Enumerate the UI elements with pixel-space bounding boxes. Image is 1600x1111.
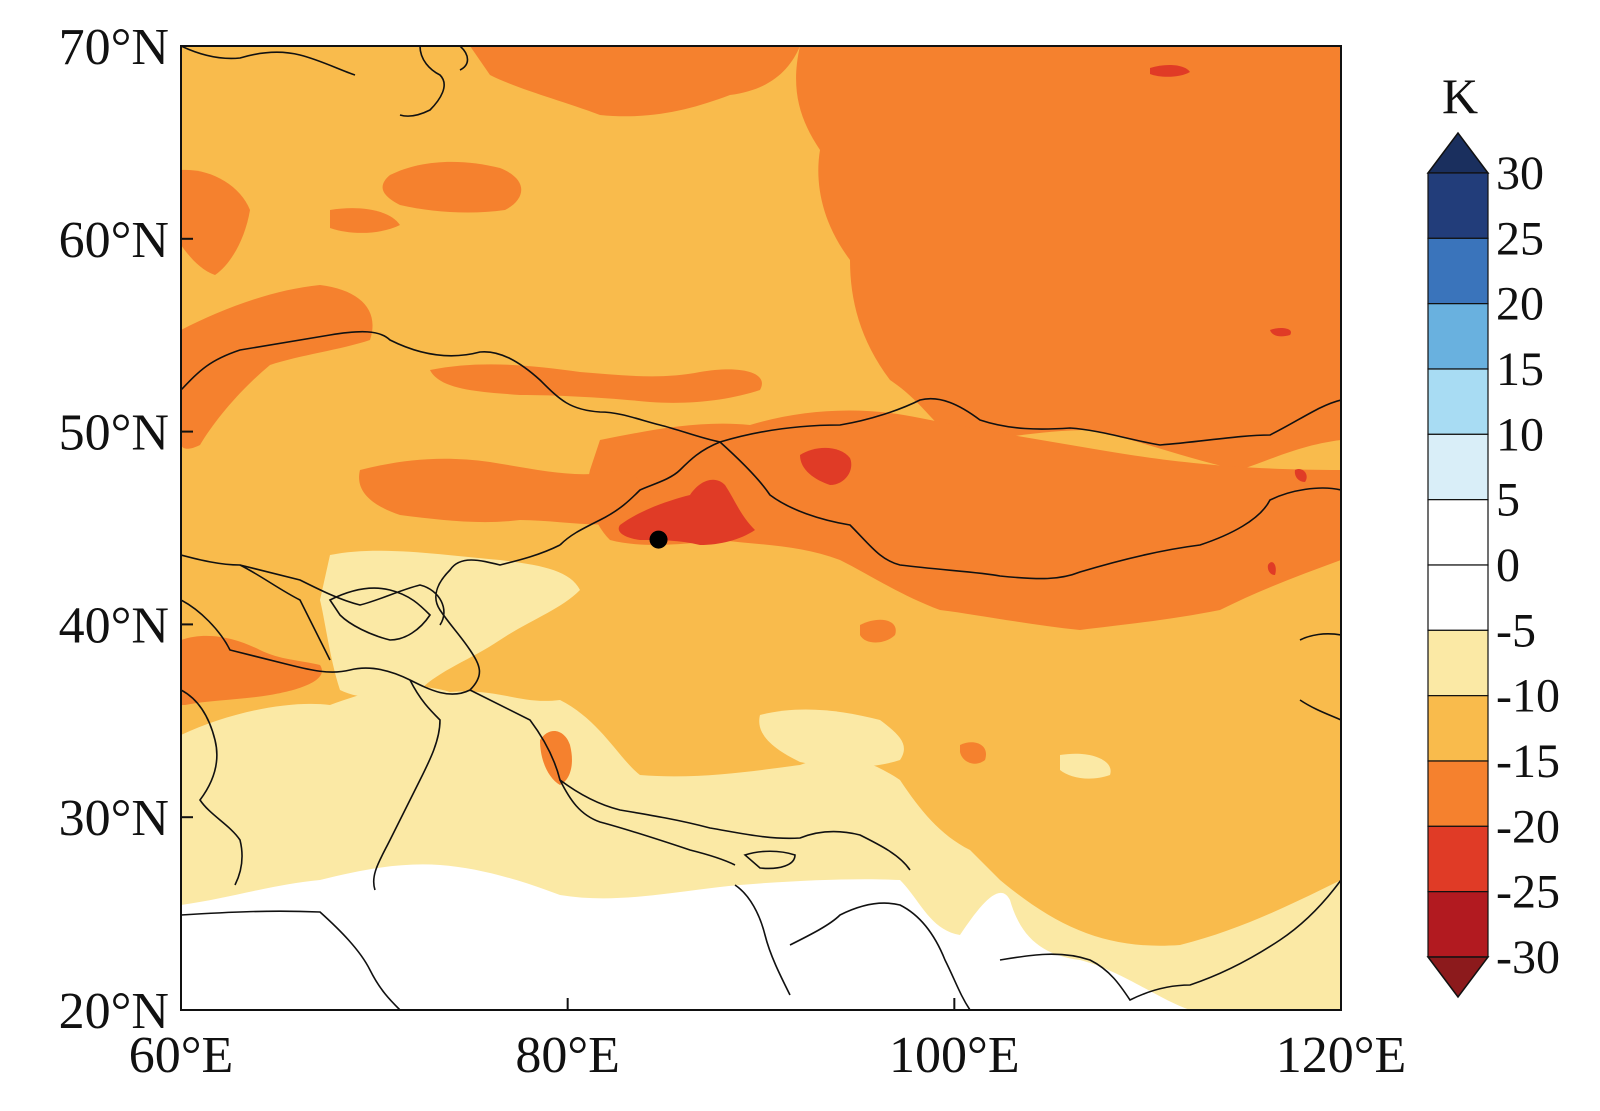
colorbar-box <box>1427 368 1489 435</box>
fill-level-minus10-patch2 <box>1060 753 1111 779</box>
border-kyrgyz-taj <box>328 587 432 641</box>
border-mongolia-north <box>719 397 1341 446</box>
fill-level-minus25-east2 <box>1294 469 1307 482</box>
y-tick-label: 50°N <box>59 405 169 462</box>
colorbar-tick-label: 5 <box>1496 474 1520 527</box>
y-tick-label: 40°N <box>59 597 169 654</box>
border-china-central-asia <box>435 544 561 691</box>
colorbar: K 30 25 20 15 10 5 0 -5 -10 -15 -20 -25 -30 <box>1426 68 1560 999</box>
station-marker <box>649 530 668 549</box>
fill-level-minus25-tianshan <box>618 479 755 545</box>
fill-level-minus20-tibet-south <box>540 730 572 785</box>
colorbar-boxes <box>1426 131 1490 999</box>
colorbar-box <box>1427 433 1489 501</box>
fill-level-minus25-east <box>1270 327 1291 337</box>
colorbar-box <box>1427 825 1489 893</box>
fill-level-minus20-northeast <box>796 46 1341 470</box>
colorbar-box <box>1427 695 1489 762</box>
coast-korea <box>1299 633 1341 721</box>
colorbar-tick-label: 30 <box>1496 147 1544 200</box>
colorbar-tick-label: -30 <box>1496 931 1560 984</box>
border-iran-afg <box>181 599 471 695</box>
colorbar-extension-bottom <box>1426 956 1490 999</box>
border-mongolia-south <box>719 441 1341 580</box>
x-axis: 60°E 80°E 100°E 120°E <box>129 998 1407 1084</box>
border-uzbek <box>239 564 331 661</box>
colorbar-box <box>1427 891 1489 958</box>
colorbar-tick-label: 25 <box>1496 212 1544 265</box>
border-bangladesh-myanmar <box>734 884 971 1010</box>
fill-level-minus25-east3 <box>1267 562 1276 575</box>
y-tick-label: 70°N <box>59 19 169 76</box>
border-india-china <box>469 689 911 871</box>
fill-level-minus20-west-mid <box>181 285 373 449</box>
y-tick-label: 20°N <box>59 983 169 1040</box>
colorbar-tick-label: -5 <box>1496 604 1536 657</box>
y-axis: 20°N 30°N 40°N 50°N 60°N 70°N <box>59 19 193 1040</box>
fill-level-minus20-mongolia <box>588 410 1341 630</box>
border-nepal <box>559 779 736 866</box>
colorbar-box <box>1427 629 1489 697</box>
fill-level-minus20-kazakh <box>359 458 651 525</box>
colorbar-tick-label: -10 <box>1496 670 1560 723</box>
x-tick-label: 80°E <box>515 1027 620 1084</box>
fill-level-minus20-midlat-band <box>430 364 762 403</box>
colorbar-box <box>1427 303 1489 370</box>
fill-level-minus20-siberia-blob2 <box>330 208 400 233</box>
border-bhutan <box>743 850 796 870</box>
plot-frame <box>180 45 1342 1011</box>
colorbar-tick-label: 0 <box>1496 539 1520 592</box>
colorbar-extension-top <box>1426 131 1490 174</box>
colorbar-tick-label: 10 <box>1496 408 1544 461</box>
x-tick-label: 120°E <box>1276 1027 1407 1084</box>
fill-level-minus20-siberia-blob <box>382 161 522 213</box>
coast-india-west <box>181 910 401 1010</box>
colorbar-box <box>1427 760 1489 827</box>
coast-arctic <box>181 46 469 117</box>
colorbar-tick-labels: 30 25 20 15 10 5 0 -5 -10 -15 -20 -25 -30 <box>1496 147 1560 984</box>
border-russia-kazakhstan <box>181 330 721 443</box>
fill-level-minus5 <box>181 864 1190 1010</box>
border-china-southeast <box>999 879 1341 1002</box>
y-tick-label: 60°N <box>59 212 169 269</box>
fill-level-minus20-patch <box>860 619 896 643</box>
fill-level-minus25-north <box>1150 64 1190 77</box>
colorbar-box <box>1427 172 1489 239</box>
border-central-asia-south <box>181 554 445 626</box>
colorbar-box <box>1427 564 1489 631</box>
x-tick-label: 100°E <box>889 1027 1020 1084</box>
fill-level-minus25-mongolia <box>800 447 852 485</box>
y-tick-label: 30°N <box>59 790 169 847</box>
colorbar-tick-label: -25 <box>1496 866 1560 919</box>
fill-level-minus20-iran <box>181 635 322 705</box>
colorbar-tick-label: -15 <box>1496 735 1560 788</box>
border-pak <box>181 689 243 886</box>
colorbar-tick-label: 15 <box>1496 343 1544 396</box>
colorbar-tick-label: -20 <box>1496 800 1560 853</box>
colorbar-box <box>1427 499 1489 566</box>
colorbar-box <box>1427 237 1489 305</box>
country-borders <box>181 46 1341 1010</box>
fill-level-minus20-patch-east <box>960 742 986 764</box>
border-kaz-china <box>559 441 721 546</box>
border-pak-india <box>372 679 441 891</box>
fill-level-minus10-patch <box>759 709 904 767</box>
x-tick-label: 60°E <box>129 1027 234 1084</box>
colorbar-tick-label: 20 <box>1496 278 1544 331</box>
fill-level-minus20-north-band <box>470 46 800 117</box>
fill-level-minus20-westside <box>181 169 250 275</box>
anomaly-field <box>181 46 1341 1010</box>
colorbar-unit-label: K <box>1442 68 1478 124</box>
